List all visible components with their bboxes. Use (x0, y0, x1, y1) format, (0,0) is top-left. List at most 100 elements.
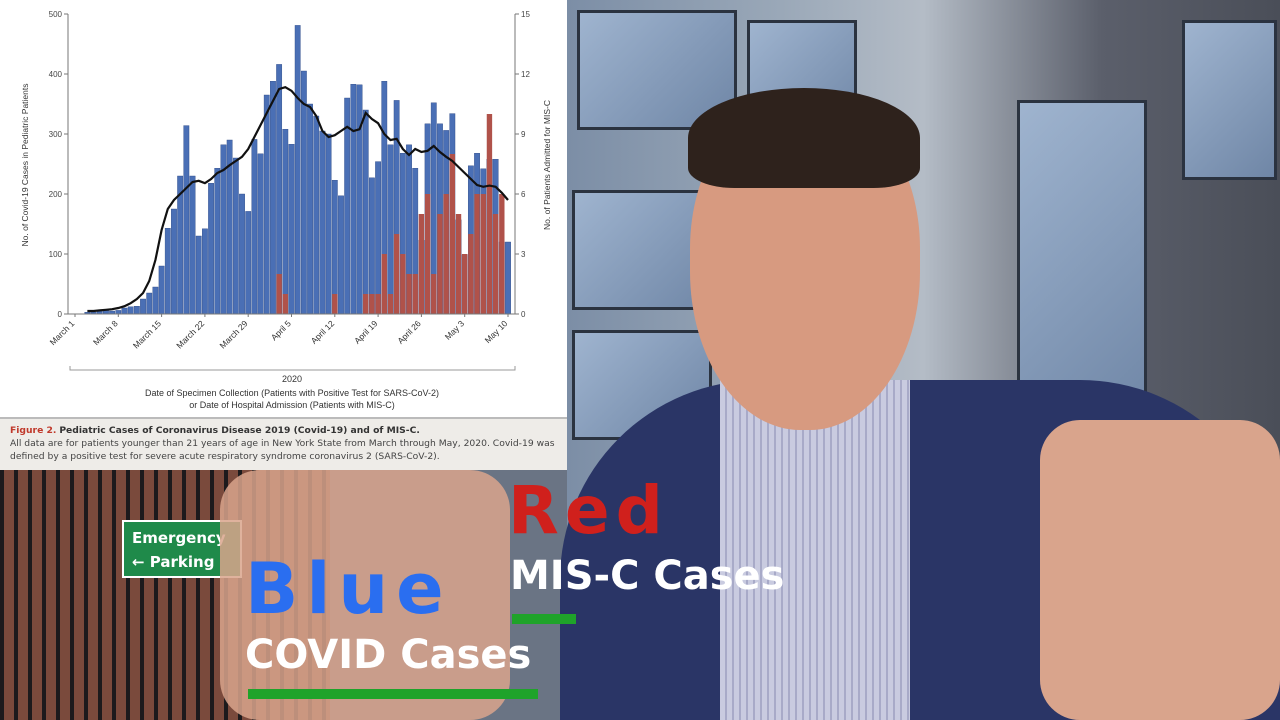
covid-case-bar (171, 208, 177, 315)
misc-admission-bar (462, 254, 468, 314)
y-left-tick-label: 0 (58, 310, 63, 319)
misc-admission-bar (282, 294, 289, 314)
misc-admission-bar (418, 214, 425, 314)
misc-admission-bar (455, 214, 462, 314)
figure-label: Figure 2. (10, 425, 57, 436)
covid-case-bar (189, 175, 196, 315)
covid-case-bar (183, 125, 190, 315)
covid-case-bar (300, 70, 307, 315)
y-left-tick-label: 200 (49, 190, 63, 199)
presenter-left-hand (220, 470, 510, 720)
covid-case-bar (288, 143, 295, 315)
covid-case-bar (387, 144, 394, 315)
covid-case-bar (319, 130, 326, 315)
y-left-tick-label: 400 (49, 70, 63, 79)
x-tick-label: May 3 (443, 318, 467, 342)
covid-case-bar (239, 193, 245, 315)
covid-case-bar (331, 179, 338, 315)
covid-case-bar (263, 94, 270, 315)
y-left-label: No. of Covid-19 Cases in Pediatric Patie… (20, 84, 30, 247)
x-tick-label: April 12 (309, 318, 337, 346)
covid-case-bar (232, 157, 239, 315)
covid-case-bar (152, 286, 159, 315)
covid-case-bar (214, 167, 221, 315)
y-right-label: No. of Patients Admitted for MIS-C (542, 100, 552, 230)
y-left-tick-label: 500 (49, 10, 63, 19)
covid-case-bar (146, 292, 153, 315)
year-bracket (69, 366, 516, 371)
misc-admission-bar (381, 254, 387, 314)
covid-case-bar (251, 139, 258, 315)
y-left-tick-label: 300 (49, 130, 63, 139)
covid-case-bar (257, 153, 264, 315)
x-tick-label: March 8 (91, 318, 120, 347)
covid-case-bar (133, 306, 140, 315)
covid-case-bar (202, 228, 208, 315)
covid-case-bar (140, 298, 146, 315)
covid-case-bar (270, 80, 276, 315)
y-right-tick-label: 12 (521, 70, 530, 79)
y-right-tick-label: 0 (521, 310, 526, 319)
x-tick-label: April 19 (352, 318, 380, 346)
covid-case-bar (313, 115, 320, 315)
misc-admission-bar (276, 274, 282, 314)
covid-case-bar (338, 195, 344, 315)
figure-caption: Figure 2. Pediatric Cases of Coronavirus… (0, 417, 567, 470)
misc-admission-bar (393, 234, 400, 314)
misc-admission-bar (437, 214, 443, 314)
overlay-red-word: Red (508, 472, 669, 549)
misc-admission-bar (474, 194, 480, 314)
covid-case-bar (127, 306, 134, 315)
covid-case-bar (375, 161, 381, 315)
misc-admission-bar (480, 194, 486, 314)
covid-case-bar (325, 133, 332, 315)
misc-admission-bar (492, 214, 499, 314)
x-tick-label: March 1 (48, 318, 77, 347)
misc-admission-bar (412, 274, 418, 314)
misc-admission-bar (400, 254, 406, 314)
misc-underline (512, 614, 576, 624)
covid-case-bar (245, 211, 252, 315)
covid-case-bar (356, 84, 363, 315)
presenter-shirt (720, 380, 910, 720)
misc-admission-bar (431, 274, 437, 314)
covid-case-bar (362, 109, 369, 315)
figure-title: Pediatric Cases of Coronavirus Disease 2… (59, 425, 420, 436)
covid-case-bar (282, 128, 289, 315)
misc-admission-bar (406, 274, 412, 314)
covid-underline (248, 689, 538, 699)
covid-case-bar (158, 265, 165, 315)
overlay-blue-word: Blue (245, 548, 452, 630)
x-tick-label: March 29 (217, 318, 249, 350)
misc-admission-bar (424, 194, 431, 314)
overlay-covid-label: COVID Cases (245, 632, 532, 678)
covid-case-bar (195, 235, 202, 315)
misc-admission-bar (387, 294, 394, 314)
x-tick-label: March 22 (174, 318, 206, 350)
x-label-2: or Date of Hospital Admission (Patients … (189, 400, 395, 410)
figure-body: All data are for patients younger than 2… (10, 438, 555, 462)
covid-case-bar (505, 241, 511, 315)
covid-case-bar (344, 97, 351, 315)
misc-admission-bar (332, 294, 338, 314)
moving-average-line (87, 86, 509, 313)
covid-case-bar (164, 227, 171, 315)
misc-admission-bar (443, 194, 449, 314)
misc-admission-bar (363, 294, 369, 314)
y-right-tick-label: 3 (521, 250, 526, 259)
x-tick-label: May 10 (483, 318, 510, 345)
covid-case-bar (208, 182, 214, 315)
misc-admission-bar (369, 294, 375, 314)
y-right-tick-label: 15 (521, 10, 530, 19)
misc-admission-bar (499, 194, 505, 314)
chart-panel: 0 100 200 300 400 500 0 3 6 9 12 15 March 1 March 8 Ma… (0, 0, 567, 470)
misc-admission-bar (468, 234, 474, 314)
overlay-misc-label: MIS-C Cases (510, 553, 785, 599)
presenter-hair (688, 88, 920, 188)
y-right-tick-label: 6 (521, 190, 526, 199)
x-tick-label: April 26 (395, 318, 423, 346)
misc-admission-bar (375, 294, 381, 314)
x-year: 2020 (282, 374, 302, 384)
covid-case-bar (307, 103, 313, 315)
